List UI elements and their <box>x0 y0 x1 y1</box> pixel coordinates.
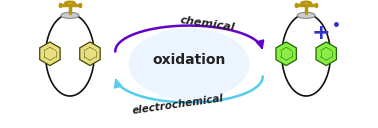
Text: electrochemical: electrochemical <box>131 93 224 116</box>
Text: oxidation: oxidation <box>152 53 226 67</box>
Text: •: • <box>332 19 341 33</box>
Polygon shape <box>316 42 336 66</box>
Text: +: + <box>312 23 331 43</box>
Circle shape <box>297 12 315 18</box>
Ellipse shape <box>129 28 249 100</box>
Text: chemical: chemical <box>180 15 236 33</box>
Circle shape <box>61 12 79 18</box>
Polygon shape <box>80 42 100 66</box>
Polygon shape <box>40 42 60 66</box>
Polygon shape <box>276 42 296 66</box>
